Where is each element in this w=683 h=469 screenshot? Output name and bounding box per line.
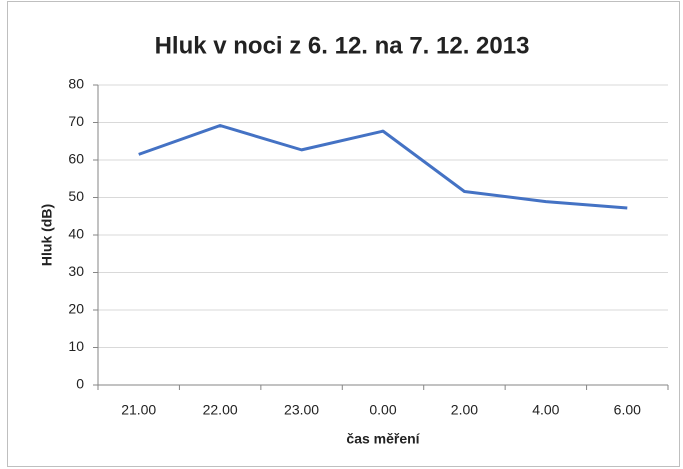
x-axis-label: čas měření (346, 431, 420, 447)
y-tick-label: 0 (76, 376, 84, 392)
chart-title: Hluk v noci z 6. 12. na 7. 12. 2013 (155, 32, 530, 59)
y-tick-label: 80 (68, 76, 84, 92)
chart-border (7, 1, 680, 467)
y-tick-label: 50 (68, 188, 84, 204)
x-tick-label: 2.00 (451, 402, 478, 418)
x-tick-label: 21.00 (121, 402, 156, 418)
y-tick-label: 20 (68, 301, 84, 317)
y-axis-label: Hluk (dB) (39, 204, 55, 266)
y-tick-label: 30 (68, 263, 84, 279)
x-tick-label: 22.00 (203, 402, 238, 418)
y-tick-label: 60 (68, 151, 84, 167)
x-tick-label: 4.00 (532, 402, 559, 418)
data-line (138, 124, 628, 210)
x-tick-label: 0.00 (369, 402, 396, 418)
y-tick-label: 40 (68, 226, 84, 242)
y-tick-label: 70 (68, 113, 84, 129)
x-tick-label: 6.00 (614, 402, 641, 418)
y-tick-label: 10 (68, 338, 84, 354)
x-tick-label: 23.00 (284, 402, 319, 418)
